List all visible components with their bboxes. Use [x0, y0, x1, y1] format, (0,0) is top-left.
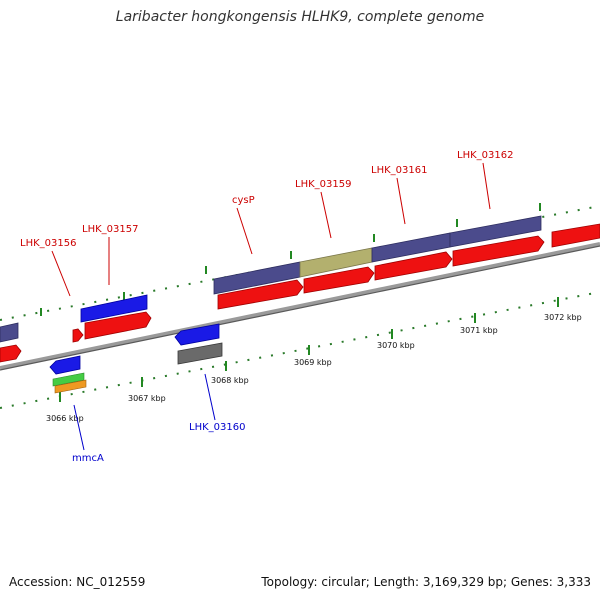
scale-label-3070: 3070 kbp	[377, 341, 415, 350]
accession-text: Accession: NC_012559	[9, 575, 146, 589]
cds-arrow-lhk-03160-blue	[174, 323, 220, 346]
gene-label-cysp: cysP	[232, 195, 255, 206]
cds-arrow-lhk-03162	[452, 235, 545, 267]
scale-label-3068: 3068 kbp	[211, 376, 249, 385]
cds-arrow-lhk-03156	[72, 328, 84, 343]
genome-summary-text: Topology: circular; Length: 3,169,329 bp…	[261, 575, 591, 589]
forward-feature-row-outer	[0, 215, 542, 343]
gene-label-lhk-03161: LHK_03161	[371, 165, 427, 176]
forward-feature-row-inner	[0, 223, 600, 363]
gene-label-lhk-03159: LHK_03159	[295, 179, 351, 190]
gene-label-lhk-03162: LHK_03162	[457, 150, 513, 161]
genome-backbone	[0, 242, 600, 371]
cds-arrow-cysp	[217, 279, 304, 310]
gene-label-lhk-03157: LHK_03157	[82, 224, 138, 235]
feature-box-left-edge	[0, 322, 19, 343]
feature-box-blue-03157	[80, 294, 148, 323]
scale-label-3071: 3071 kbp	[460, 326, 498, 335]
cds-arrow-lhk-03161	[374, 251, 453, 281]
gene-label-mmca: mmcA	[72, 453, 104, 464]
label-leaders-forward	[51, 162, 491, 297]
feature-box-lhk-03162	[449, 215, 542, 248]
cds-arrow-mmca-blue	[49, 355, 81, 375]
cds-arrow-lhk-03159	[303, 266, 375, 294]
map-title: Laribacter hongkongensis HLHK9, complete…	[115, 9, 485, 25]
gene-label-lhk-03156: LHK_03156	[20, 238, 76, 249]
cds-arrow-right-edge	[551, 223, 600, 248]
scale-label-3072: 3072 kbp	[544, 313, 582, 322]
scale-label-3067: 3067 kbp	[128, 394, 166, 403]
scale-label-3069: 3069 kbp	[294, 358, 332, 367]
feature-box-mmca-orange	[54, 379, 87, 394]
scale-ticks	[40, 203, 559, 402]
cds-arrow-lhk-03157	[84, 311, 152, 340]
feature-box-mmca-green	[52, 372, 85, 387]
cds-arrow-left-edge	[0, 344, 22, 363]
label-leaders-reverse	[73, 373, 216, 451]
reverse-feature-row	[49, 323, 223, 394]
scale-label-3066: 3066 kbp	[46, 414, 84, 423]
feature-box-lhk-03160-gray	[177, 342, 223, 365]
gene-label-lhk-03160: LHK_03160	[189, 422, 245, 433]
